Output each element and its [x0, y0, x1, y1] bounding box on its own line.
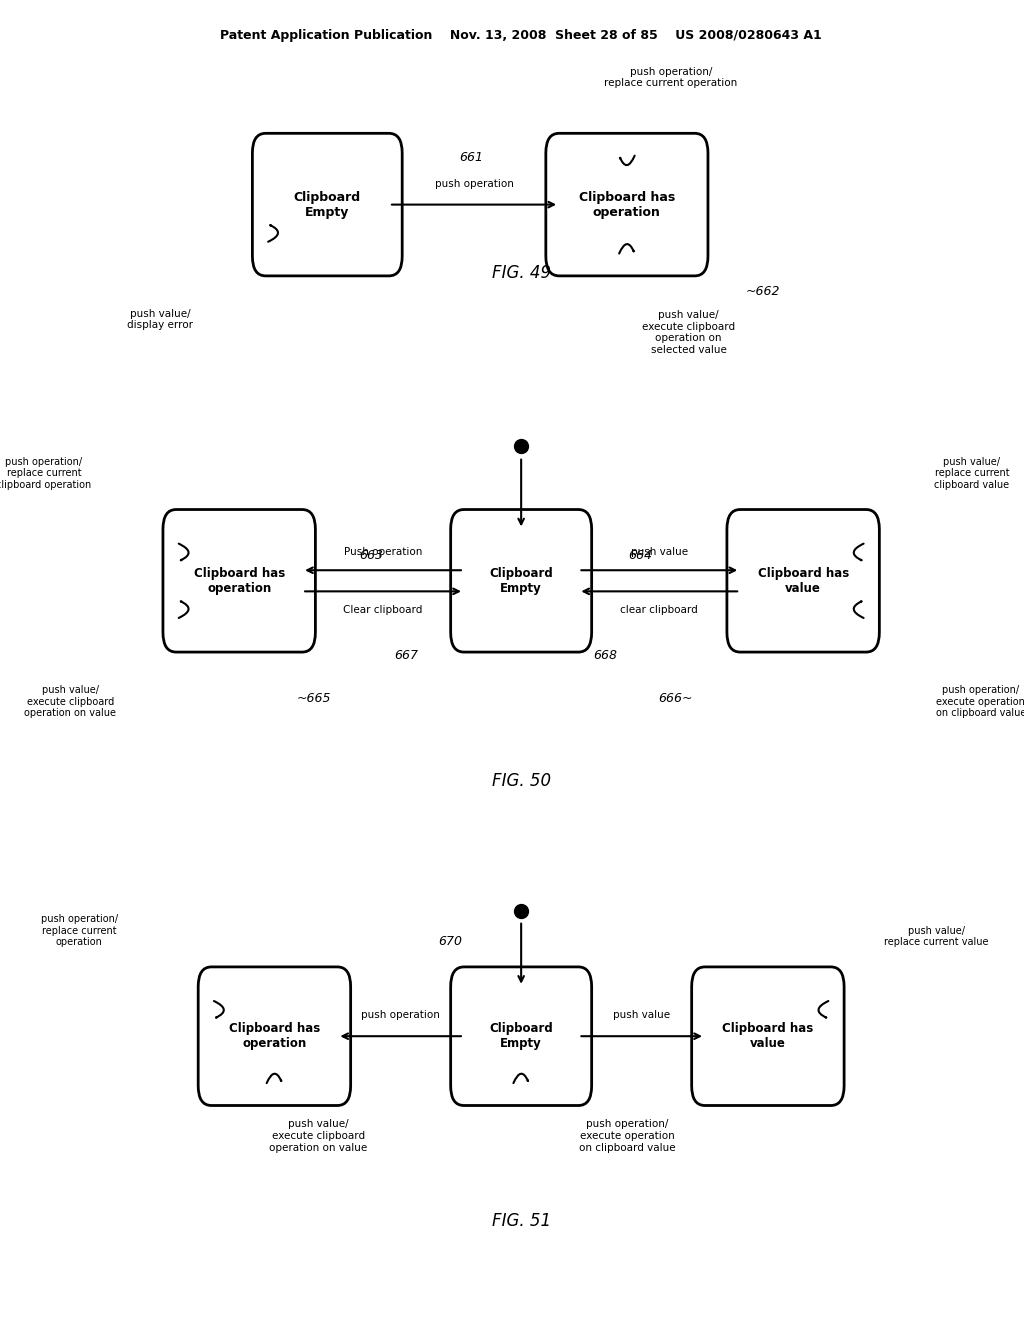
FancyArrowPatch shape	[179, 602, 188, 618]
FancyBboxPatch shape	[691, 966, 844, 1106]
FancyArrowPatch shape	[854, 602, 863, 618]
Text: push value/
replace current value: push value/ replace current value	[885, 925, 989, 948]
Text: push operation/
execute operation
on clipboard value: push operation/ execute operation on cli…	[936, 685, 1024, 718]
Text: Clipboard has
operation: Clipboard has operation	[579, 190, 675, 219]
Text: 666~: 666~	[658, 692, 692, 705]
FancyBboxPatch shape	[252, 133, 402, 276]
FancyArrowPatch shape	[854, 544, 863, 560]
Text: 661: 661	[460, 150, 483, 164]
FancyArrowPatch shape	[179, 544, 188, 560]
Text: push operation/
replace current
operation: push operation/ replace current operatio…	[41, 913, 118, 948]
Text: Patent Application Publication    Nov. 13, 2008  Sheet 28 of 85    US 2008/02806: Patent Application Publication Nov. 13, …	[220, 29, 822, 42]
Text: push value/
display error: push value/ display error	[127, 309, 193, 330]
Text: FIG. 50: FIG. 50	[492, 772, 551, 791]
Text: push operation/
replace current operation: push operation/ replace current operatio…	[604, 67, 737, 88]
FancyBboxPatch shape	[163, 510, 315, 652]
FancyArrowPatch shape	[621, 156, 635, 165]
Text: FIG. 49: FIG. 49	[492, 264, 551, 282]
Text: 664: 664	[628, 549, 652, 562]
Text: Clear clipboard: Clear clipboard	[343, 605, 423, 615]
Text: ~662: ~662	[745, 285, 780, 298]
Text: FIG. 51: FIG. 51	[492, 1212, 551, 1230]
FancyArrowPatch shape	[620, 244, 634, 253]
Text: Clipboard has
value: Clipboard has value	[722, 1022, 813, 1051]
FancyArrowPatch shape	[513, 1073, 528, 1084]
Text: push value/
execute clipboard
operation on value: push value/ execute clipboard operation …	[269, 1119, 368, 1152]
Text: 670: 670	[438, 935, 463, 948]
Text: 667: 667	[394, 649, 419, 663]
Text: push operation/
execute operation
on clipboard value: push operation/ execute operation on cli…	[579, 1119, 675, 1152]
Text: push operation/
replace current
clipboard operation: push operation/ replace current clipboar…	[0, 457, 91, 490]
FancyBboxPatch shape	[727, 510, 880, 652]
Text: push value/
execute clipboard
operation on
selected value: push value/ execute clipboard operation …	[642, 310, 735, 355]
Text: ~665: ~665	[297, 692, 332, 705]
Text: Clipboard has
operation: Clipboard has operation	[194, 566, 285, 595]
Text: 668: 668	[593, 649, 616, 663]
Text: push operation: push operation	[361, 1010, 440, 1020]
Text: Clipboard
Empty: Clipboard Empty	[489, 566, 553, 595]
Text: push value: push value	[631, 546, 688, 557]
Text: 663: 663	[359, 549, 383, 562]
Text: Clipboard
Empty: Clipboard Empty	[489, 1022, 553, 1051]
Text: push operation: push operation	[434, 178, 513, 189]
FancyArrowPatch shape	[266, 1073, 282, 1084]
Text: Clipboard has
operation: Clipboard has operation	[228, 1022, 321, 1051]
Text: push value/
execute clipboard
operation on value: push value/ execute clipboard operation …	[25, 685, 117, 718]
Text: push value/
replace current
clipboard value: push value/ replace current clipboard va…	[934, 457, 1010, 490]
FancyBboxPatch shape	[451, 510, 592, 652]
FancyBboxPatch shape	[451, 966, 592, 1106]
FancyArrowPatch shape	[818, 1001, 828, 1018]
FancyBboxPatch shape	[546, 133, 708, 276]
Text: Push operation: Push operation	[344, 546, 422, 557]
FancyArrowPatch shape	[268, 226, 279, 242]
FancyArrowPatch shape	[214, 1001, 224, 1018]
Text: push value: push value	[613, 1010, 671, 1020]
Text: Clipboard
Empty: Clipboard Empty	[294, 190, 360, 219]
Text: clear clipboard: clear clipboard	[621, 605, 698, 615]
FancyBboxPatch shape	[199, 966, 350, 1106]
Text: Clipboard has
value: Clipboard has value	[758, 566, 849, 595]
